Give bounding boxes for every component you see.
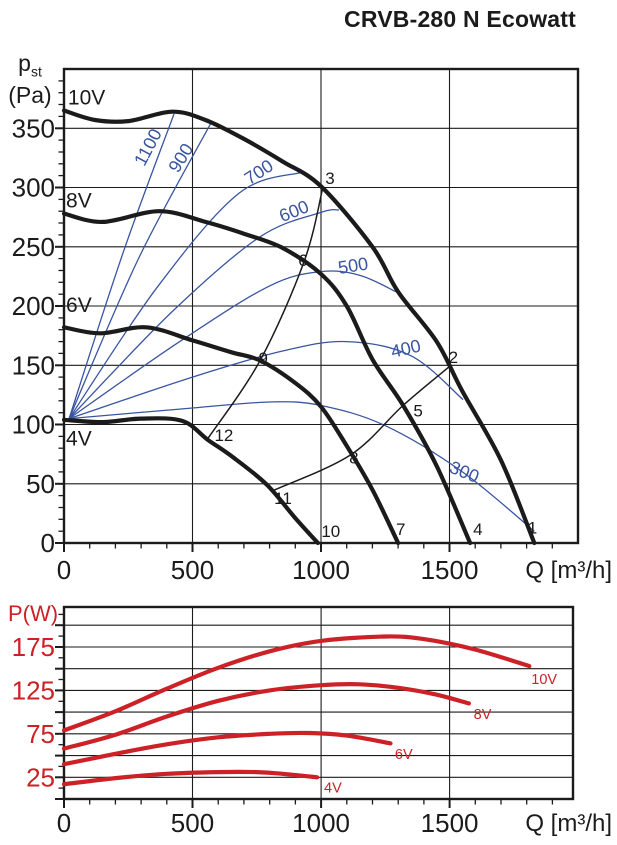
svg-text:1000: 1000 bbox=[292, 555, 350, 585]
fan-curve-label-10V: 10V bbox=[68, 86, 105, 109]
svg-text:300: 300 bbox=[12, 173, 55, 203]
svg-text:250: 250 bbox=[12, 232, 55, 262]
rpm-curve-1100 bbox=[68, 113, 175, 419]
operating-point-3: 3 bbox=[325, 169, 334, 188]
rpm-curve-700 bbox=[68, 171, 304, 419]
rpm-curve-900 bbox=[68, 120, 213, 419]
svg-text:500: 500 bbox=[171, 555, 214, 585]
svg-text:175: 175 bbox=[12, 632, 55, 662]
svg-text:500: 500 bbox=[171, 808, 214, 838]
power-curve-label-4V: 4V bbox=[324, 781, 342, 797]
power-axis-label: P(W) bbox=[8, 601, 59, 626]
svg-text:50: 50 bbox=[26, 469, 55, 499]
operating-point-7: 7 bbox=[396, 520, 405, 539]
svg-text:25: 25 bbox=[26, 762, 55, 792]
fan-curve-label-6V: 6V bbox=[66, 294, 92, 317]
svg-text:100: 100 bbox=[12, 410, 55, 440]
pressure-axis-label: pst (Pa) bbox=[8, 50, 52, 108]
flow-axis-label-top: Q [m³/h] bbox=[525, 557, 612, 584]
rpm-curve-label-700: 700 bbox=[241, 156, 277, 189]
chart-title: CRVB-280 N Ecowatt bbox=[344, 6, 576, 32]
power-curve-10V bbox=[61, 634, 532, 733]
power-curve-label-8V: 8V bbox=[474, 707, 492, 723]
operating-point-2: 2 bbox=[449, 348, 458, 367]
svg-text:0: 0 bbox=[57, 555, 71, 585]
svg-text:1500: 1500 bbox=[421, 555, 479, 585]
svg-text:150: 150 bbox=[12, 350, 55, 380]
power-curve-8V bbox=[61, 682, 471, 751]
svg-text:350: 350 bbox=[12, 113, 55, 143]
rpm-curve-label-400: 400 bbox=[389, 336, 423, 362]
fan-curve-label-4V: 4V bbox=[66, 428, 92, 451]
fan-curve-label-8V: 8V bbox=[66, 190, 92, 213]
operating-point-5: 5 bbox=[413, 401, 422, 420]
rpm-curve-600 bbox=[68, 208, 340, 420]
flow-axis-label-bottom: Q [m³/h] bbox=[525, 810, 612, 837]
power-curve-4V bbox=[61, 769, 320, 787]
power-curve-label-10V: 10V bbox=[531, 672, 557, 688]
operating-point-1: 1 bbox=[528, 519, 537, 538]
operating-point-11: 11 bbox=[274, 489, 292, 508]
svg-text:1000: 1000 bbox=[292, 808, 350, 838]
rpm-curve-label-500: 500 bbox=[337, 253, 370, 277]
rpm-curve-label-600: 600 bbox=[276, 196, 311, 226]
svg-text:75: 75 bbox=[26, 719, 55, 749]
fan-curve-8V bbox=[61, 209, 473, 546]
operating-point-9: 9 bbox=[258, 349, 267, 368]
power-curve-6V bbox=[61, 730, 393, 767]
power-curve-label-6V: 6V bbox=[395, 747, 413, 763]
svg-text:200: 200 bbox=[12, 291, 55, 321]
duty-line-2-5-8-11 bbox=[271, 365, 450, 492]
fan-curve-6V bbox=[61, 325, 401, 546]
operating-point-8: 8 bbox=[349, 449, 358, 468]
duty-line-3-6-9-12 bbox=[206, 186, 324, 441]
svg-text:0: 0 bbox=[57, 808, 71, 838]
rpm-curve-400 bbox=[68, 340, 464, 420]
svg-text:125: 125 bbox=[12, 675, 55, 705]
rpm-curve-500 bbox=[68, 270, 397, 420]
fan-curve-10V bbox=[61, 108, 537, 546]
svg-text:0: 0 bbox=[41, 528, 55, 558]
rpm-curve-label-1100: 1100 bbox=[130, 125, 166, 169]
fan-curve-4V bbox=[61, 416, 320, 546]
operating-point-10: 10 bbox=[321, 522, 340, 541]
operating-point-12: 12 bbox=[214, 426, 233, 445]
operating-point-6: 6 bbox=[298, 251, 307, 270]
svg-text:1500: 1500 bbox=[421, 808, 479, 838]
operating-point-4: 4 bbox=[473, 520, 482, 539]
